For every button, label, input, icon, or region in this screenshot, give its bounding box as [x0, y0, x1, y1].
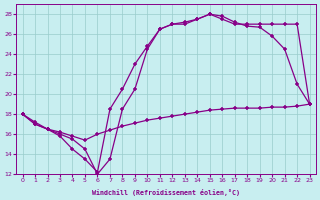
X-axis label: Windchill (Refroidissement éolien,°C): Windchill (Refroidissement éolien,°C)	[92, 189, 240, 196]
